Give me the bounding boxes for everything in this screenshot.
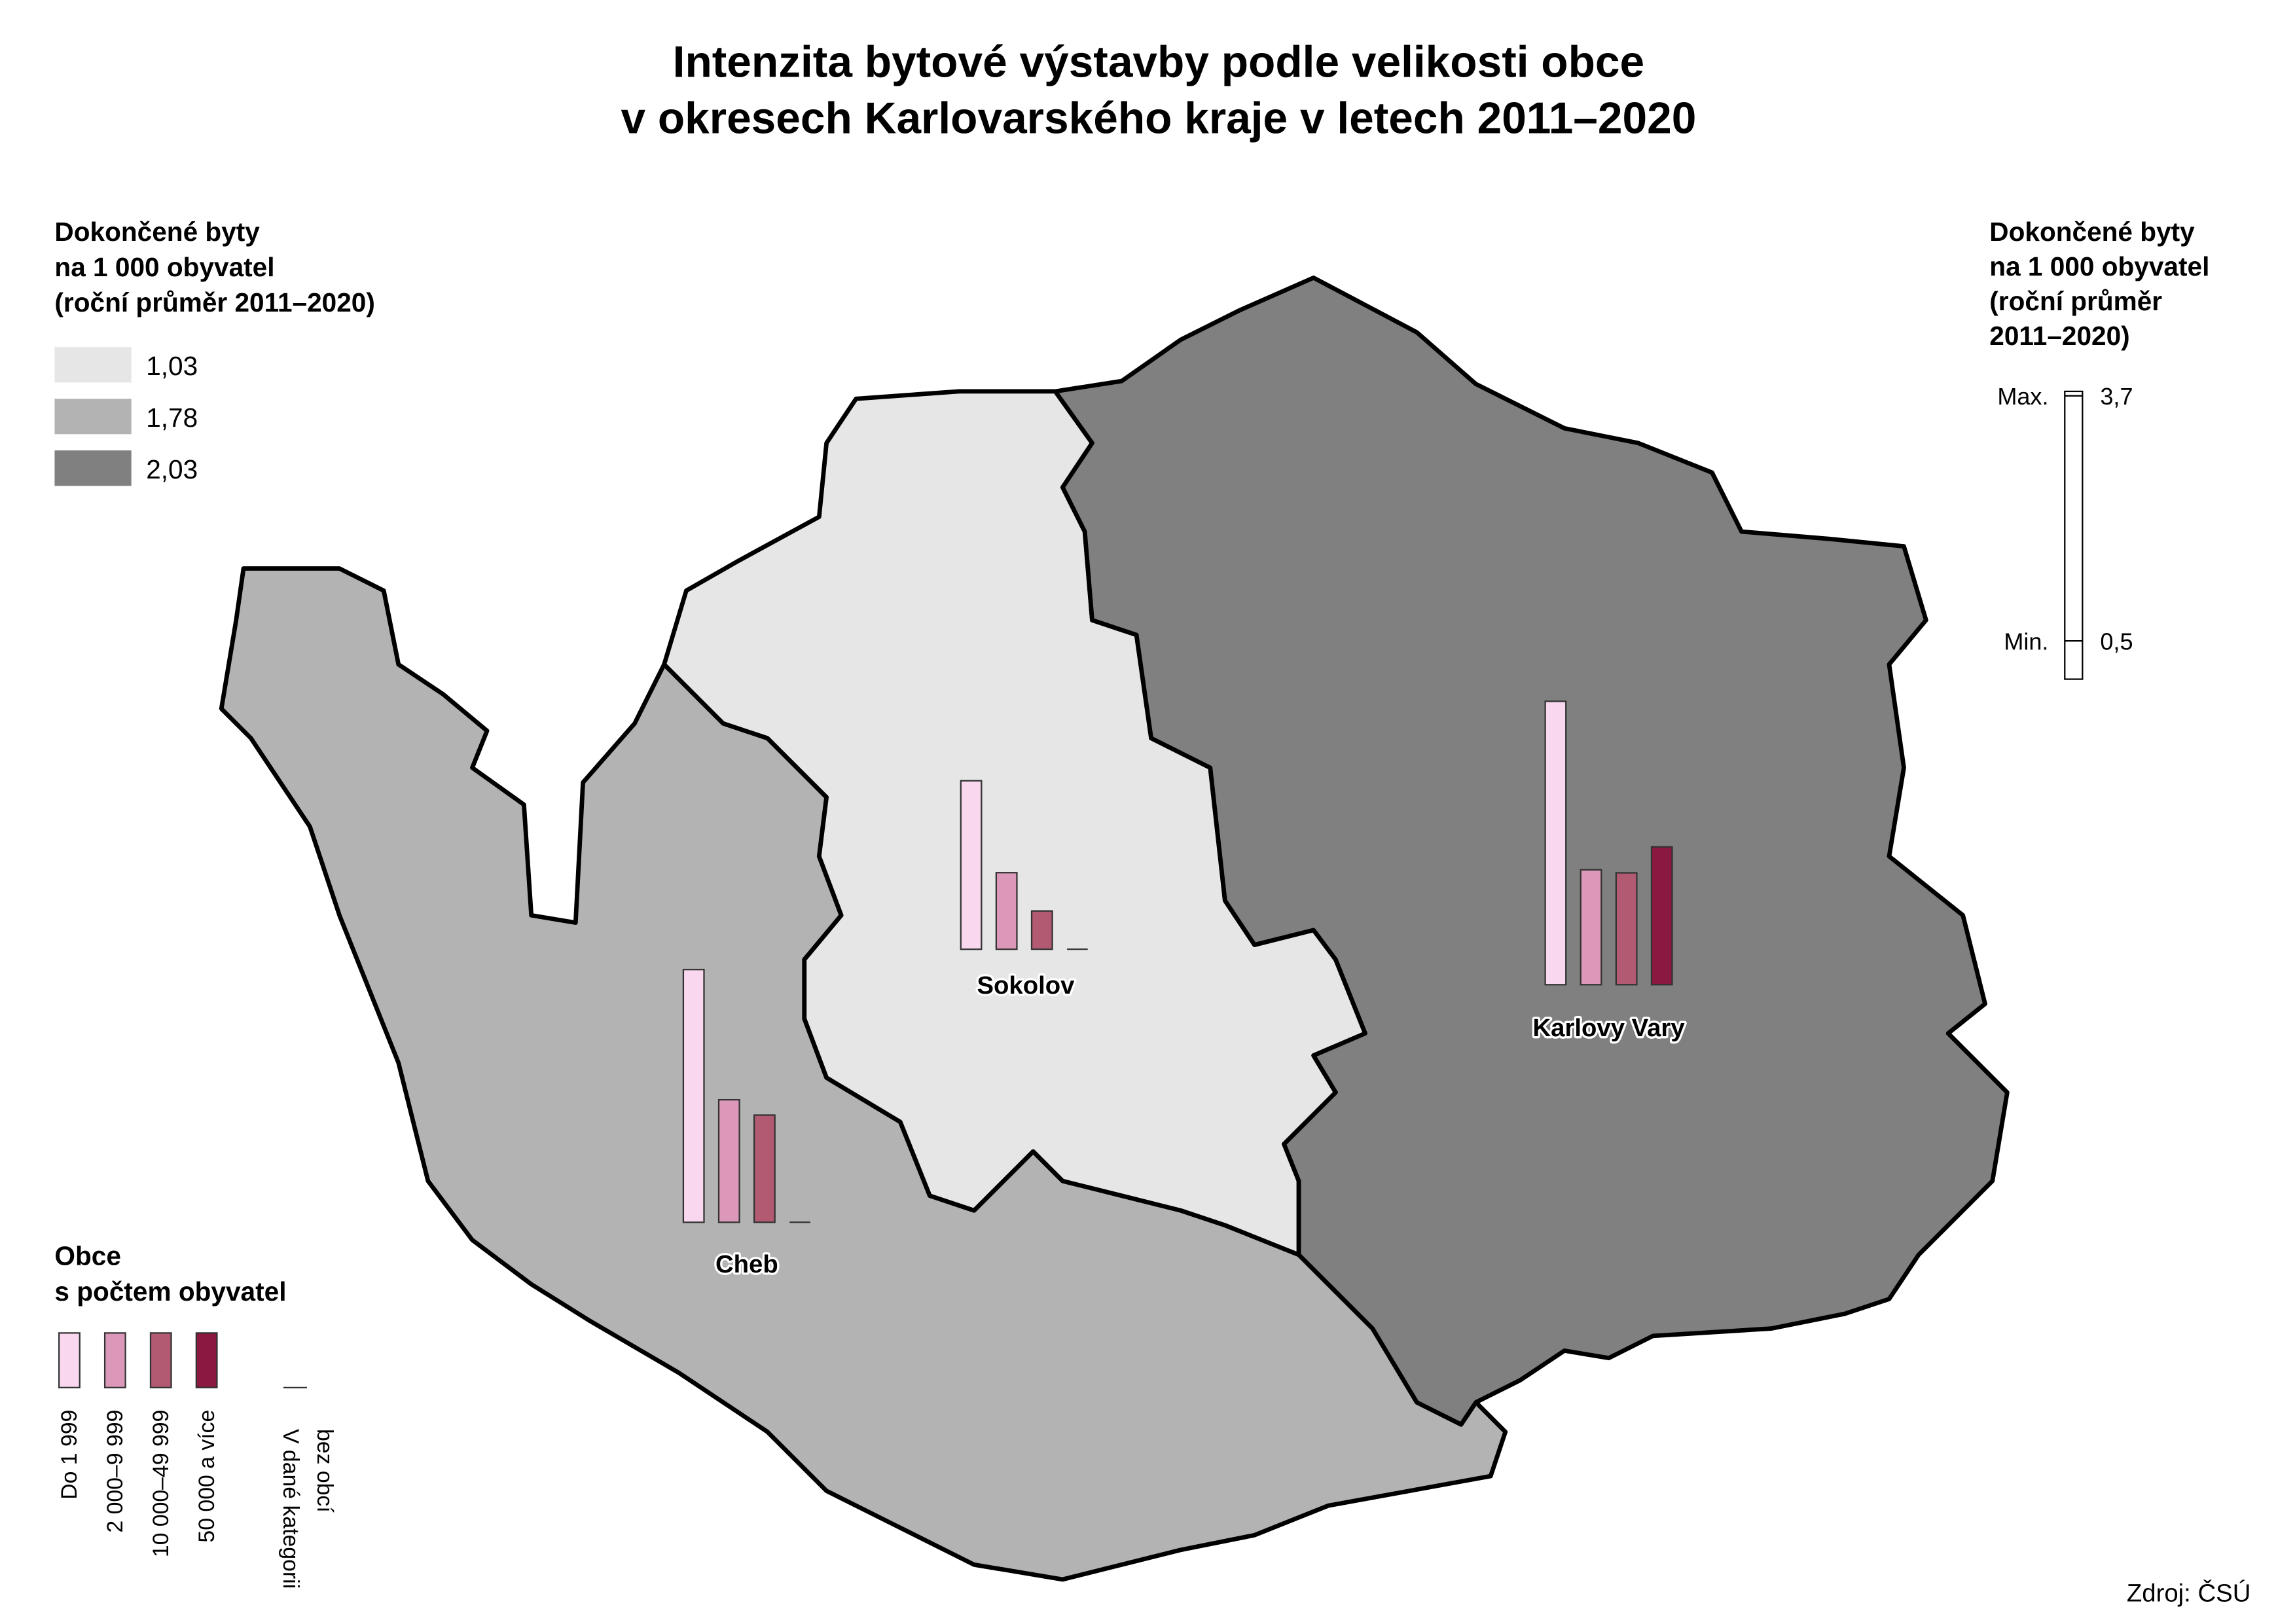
legend-title: na 1 000 obyvatel	[54, 252, 274, 282]
district-karlovy-vary	[1053, 275, 2010, 1427]
legend-empty-label: bez obcí	[312, 1429, 337, 1513]
legend-swatch	[54, 399, 132, 435]
legend-swatch	[54, 450, 132, 486]
bar	[995, 872, 1018, 950]
bar	[1544, 700, 1567, 986]
legend-swatch	[54, 347, 132, 383]
bar	[1580, 869, 1602, 986]
legend-label: 1,78	[146, 403, 198, 433]
bar	[1615, 872, 1638, 986]
legend-title: (roční průměr	[1989, 286, 2162, 316]
legend-bar-label: Do 1 999	[57, 1410, 82, 1500]
legend-bar-label: 2 000–9 999	[103, 1410, 128, 1533]
bar	[1650, 846, 1673, 986]
scale-label: Min.	[2004, 628, 2048, 655]
legend-title: na 1 000 obyvatel	[1989, 251, 2209, 281]
district-label: Karlovy Vary	[1532, 1014, 1685, 1042]
bar	[1030, 910, 1053, 950]
bar	[717, 1098, 740, 1223]
title: Intenzita bytové výstavby podle velikost…	[673, 38, 1644, 87]
bar	[753, 1114, 776, 1223]
legend-title: Dokončené byty	[54, 217, 260, 247]
source: Zdroj: ČSÚ	[2127, 1579, 2250, 1608]
legend-bar-label: 50 000 a více	[194, 1410, 219, 1543]
legend-bar	[58, 1332, 81, 1388]
scale-label: Max.	[1997, 383, 2048, 410]
title: v okresech Karlovarského kraje v letech …	[621, 94, 1696, 143]
legend-label: 2,03	[146, 454, 198, 484]
district-label: Cheb	[715, 1250, 778, 1278]
legend-empty-label: V dané kategorii	[278, 1429, 303, 1589]
legend-bar-label: 10 000–49 999	[149, 1410, 173, 1558]
bar	[960, 780, 983, 950]
legend-title: 2011–2020)	[1989, 321, 2129, 351]
legend-bar	[195, 1332, 218, 1388]
bar	[682, 969, 705, 1223]
scale-value: 3,7	[2100, 383, 2133, 410]
district-label: Sokolov	[977, 971, 1075, 1000]
scale-value: 0,5	[2100, 628, 2133, 655]
legend-bar	[149, 1332, 172, 1388]
legend-title: (roční průměr 2011–2020)	[54, 287, 374, 317]
scale-bar	[2064, 390, 2084, 680]
legend-label: 1,03	[146, 351, 198, 381]
legend-title: s počtem obyvatel	[54, 1276, 286, 1307]
legend-title: Dokončené byty	[1989, 217, 2195, 247]
legend-bar	[103, 1332, 126, 1388]
legend-title: Obce	[54, 1241, 121, 1271]
